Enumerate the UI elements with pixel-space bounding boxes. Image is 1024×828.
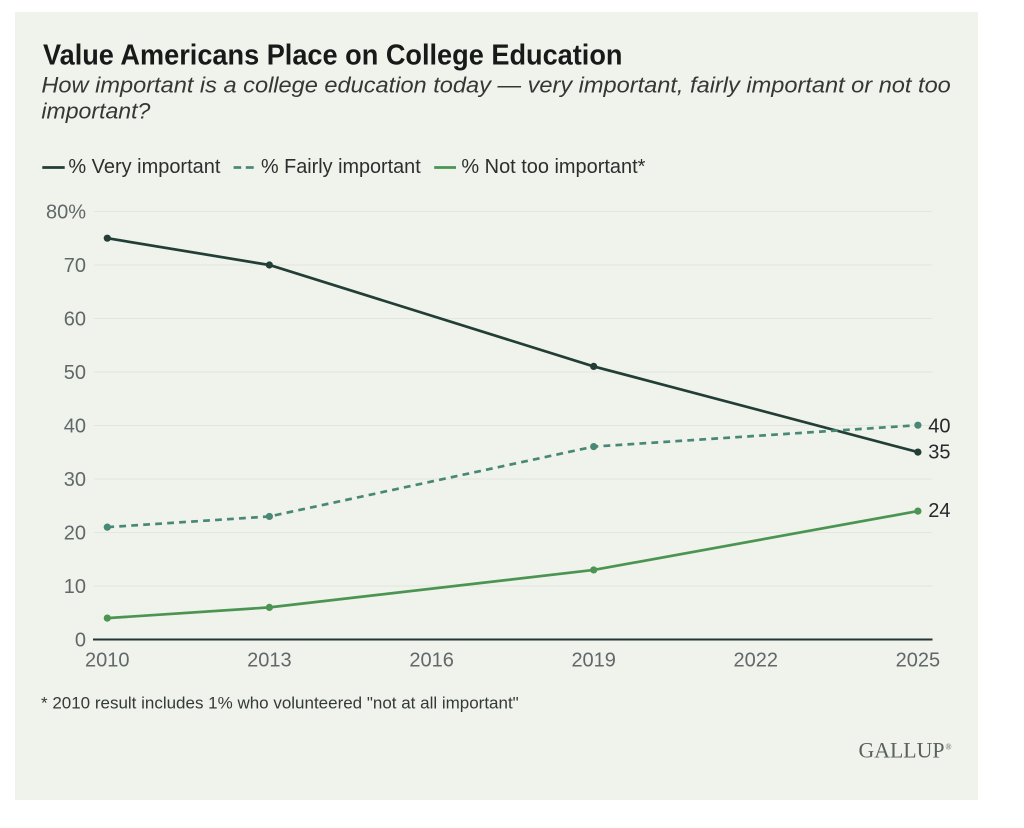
- svg-text:20: 20: [64, 522, 86, 544]
- svg-text:0: 0: [75, 629, 86, 651]
- svg-text:2013: 2013: [247, 650, 292, 672]
- svg-text:% Very important: % Very important: [68, 156, 220, 178]
- svg-text:2010: 2010: [85, 650, 130, 672]
- svg-text:60: 60: [64, 308, 86, 330]
- svg-text:2019: 2019: [571, 650, 616, 672]
- svg-text:% Not too important*: % Not too important*: [461, 156, 645, 178]
- svg-text:35: 35: [928, 442, 950, 464]
- svg-text:®: ®: [946, 743, 952, 752]
- svg-text:50: 50: [64, 362, 86, 384]
- svg-text:Value Americans Place on Colle: Value Americans Place on College Educati…: [43, 39, 623, 71]
- svg-text:GALLUP: GALLUP: [859, 737, 945, 762]
- svg-text:10: 10: [64, 576, 86, 598]
- svg-text:80%: 80%: [46, 201, 86, 223]
- svg-text:2022: 2022: [734, 650, 779, 672]
- svg-text:important?: important?: [41, 99, 151, 124]
- svg-text:70: 70: [64, 255, 86, 277]
- svg-text:2016: 2016: [409, 650, 454, 672]
- svg-text:How important is a college edu: How important is a college education tod…: [41, 73, 950, 98]
- svg-text:2025: 2025: [896, 650, 941, 672]
- svg-text:40: 40: [64, 415, 86, 437]
- svg-text:30: 30: [64, 469, 86, 491]
- svg-text:40: 40: [928, 415, 950, 437]
- svg-text:% Fairly important: % Fairly important: [261, 156, 421, 178]
- svg-text:24: 24: [928, 500, 950, 522]
- svg-text:* 2010 result includes 1% who: * 2010 result includes 1% who volunteere…: [41, 694, 519, 713]
